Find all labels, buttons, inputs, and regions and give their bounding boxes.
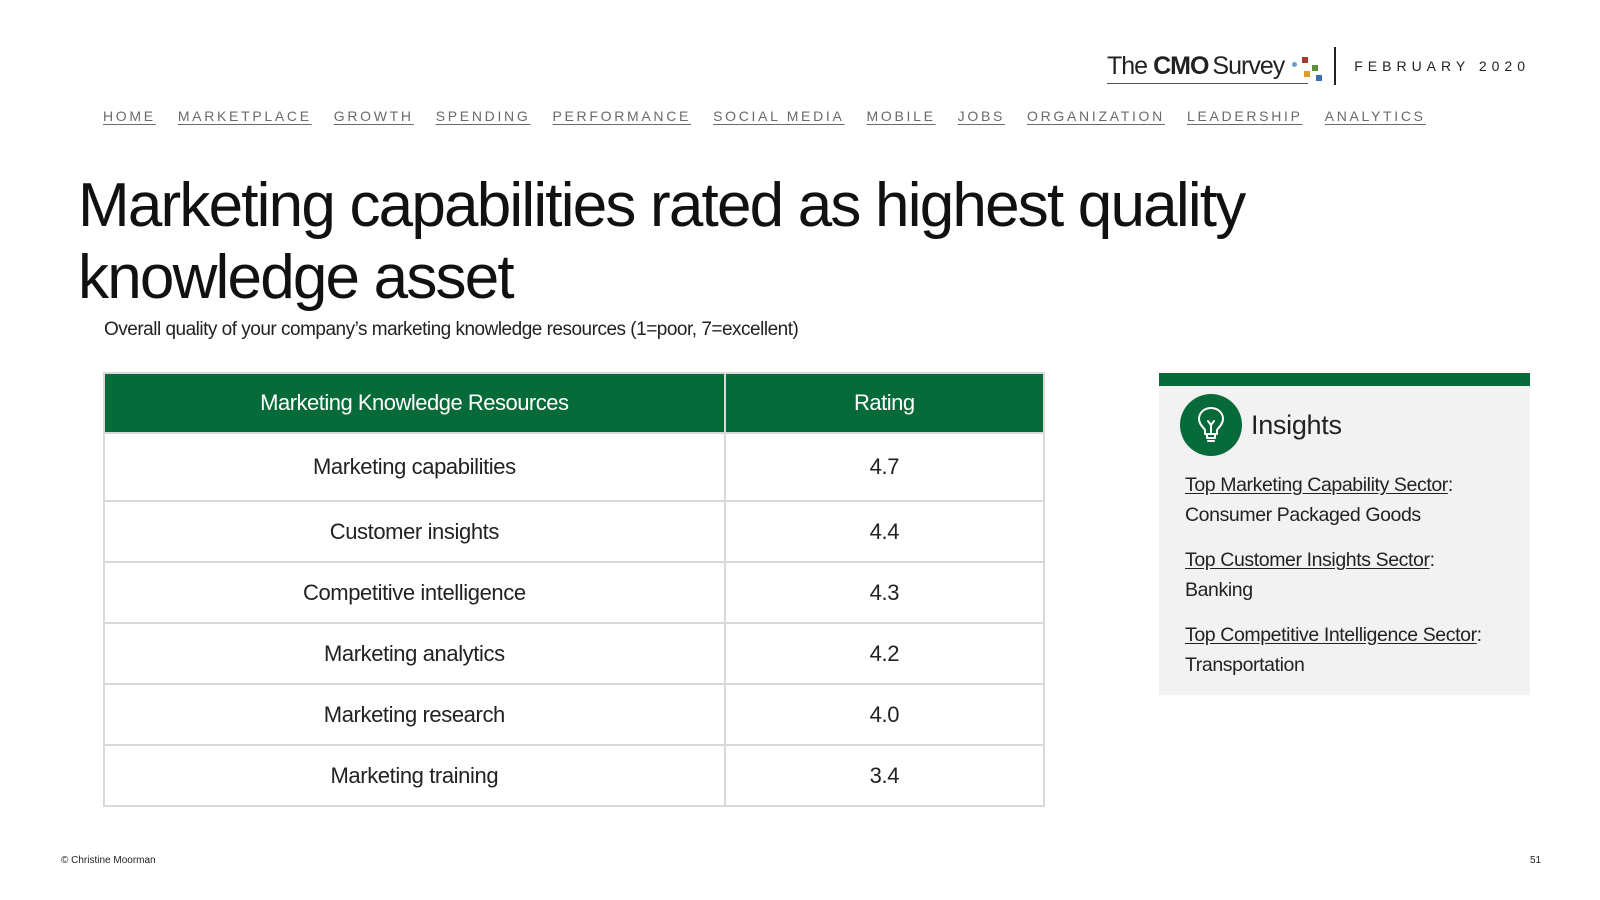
insight-item: Top Competitive Intelligence Sector: Tra… xyxy=(1185,620,1530,680)
rating-cell: 4.7 xyxy=(723,432,1046,502)
logo-dot xyxy=(1292,61,1298,67)
insight-colon: : xyxy=(1429,549,1435,571)
knowledge-resources-table: Marketing Knowledge Resources Rating Mar… xyxy=(103,372,1046,807)
insights-list: Top Marketing Capability Sector: Consume… xyxy=(1185,470,1530,680)
insight-item: Top Customer Insights Sector: Banking xyxy=(1185,545,1530,605)
logo-cmo: CMO xyxy=(1153,51,1209,80)
lightbulb-icon xyxy=(1180,394,1242,456)
insight-label: Top Competitive Intelligence Sector xyxy=(1185,624,1477,646)
nav-growth[interactable]: GROWTH xyxy=(333,108,414,124)
resource-cell: Marketing training xyxy=(103,744,726,807)
logo-underline xyxy=(1107,82,1309,84)
page-number: 51 xyxy=(1530,855,1542,866)
rating-cell: 4.0 xyxy=(723,683,1046,746)
resource-cell: Marketing research xyxy=(103,683,726,746)
resource-cell: Marketing capabilities xyxy=(103,432,726,502)
resource-cell: Customer insights xyxy=(103,500,726,563)
brand-header: The CMO Survey FEBRUARY 2020 xyxy=(1107,46,1530,86)
insight-colon: : xyxy=(1447,474,1453,496)
column-header-resource: Marketing Knowledge Resources xyxy=(103,372,726,434)
rating-cell: 4.3 xyxy=(723,561,1046,624)
report-date: FEBRUARY 2020 xyxy=(1354,58,1530,74)
nav-organization[interactable]: ORGANIZATION xyxy=(1027,108,1165,124)
nav-mobile[interactable]: MOBILE xyxy=(866,108,936,124)
nav-leadership[interactable]: LEADERSHIP xyxy=(1186,108,1303,124)
cmo-survey-logo: The CMO Survey xyxy=(1107,51,1326,84)
logo-dot xyxy=(1316,74,1323,81)
copyright-footer: © Christine Moorman xyxy=(61,855,156,866)
column-header-rating: Rating xyxy=(723,372,1046,434)
table-row: Customer insights 4.4 xyxy=(103,500,1046,563)
insights-accent-bar xyxy=(1159,373,1530,386)
table-row: Competitive intelligence 4.3 xyxy=(103,561,1046,624)
nav-analytics[interactable]: ANALYTICS xyxy=(1324,108,1426,124)
nav-spending[interactable]: SPENDING xyxy=(435,108,531,124)
resource-cell: Marketing analytics xyxy=(103,622,726,685)
nav-jobs[interactable]: JOBS xyxy=(957,108,1006,124)
logo-dots-icon xyxy=(1290,54,1326,82)
insight-item: Top Marketing Capability Sector: Consume… xyxy=(1185,470,1530,530)
rating-cell: 4.2 xyxy=(723,622,1046,685)
header-divider xyxy=(1334,47,1337,85)
insights-header: Insights xyxy=(1180,394,1530,456)
insights-title: Insights xyxy=(1251,409,1342,440)
table-row: Marketing training 3.4 xyxy=(103,744,1046,807)
nav-home[interactable]: HOME xyxy=(103,108,156,124)
logo-the: The xyxy=(1107,51,1148,80)
logo-dot xyxy=(1312,64,1319,71)
logo-survey: Survey xyxy=(1212,51,1285,80)
nav-marketplace[interactable]: MARKETPLACE xyxy=(177,108,312,124)
top-nav: HOME MARKETPLACE GROWTH SPENDING PERFORM… xyxy=(103,108,1448,124)
page-title: Marketing capabilities rated as highest … xyxy=(78,171,1246,312)
insight-value: Banking xyxy=(1185,579,1253,601)
nav-social-media[interactable]: SOCIAL MEDIA xyxy=(713,108,845,124)
nav-performance[interactable]: PERFORMANCE xyxy=(552,108,692,124)
insights-panel: Insights Top Marketing Capability Sector… xyxy=(1159,373,1530,695)
table-row: Marketing capabilities 4.7 xyxy=(103,432,1046,502)
insight-label: Top Customer Insights Sector xyxy=(1185,549,1430,571)
logo-dot xyxy=(1302,56,1309,63)
resource-cell: Competitive intelligence xyxy=(103,561,726,624)
insight-value: Consumer Packaged Goods xyxy=(1185,504,1421,526)
rating-cell: 3.4 xyxy=(723,744,1046,807)
insight-value: Transportation xyxy=(1185,654,1305,676)
table-header-row: Marketing Knowledge Resources Rating xyxy=(103,372,1046,434)
insight-colon: : xyxy=(1476,624,1482,646)
table-row: Marketing analytics 4.2 xyxy=(103,622,1046,685)
page-subtitle: Overall quality of your company’s market… xyxy=(104,319,799,340)
table-row: Marketing research 4.0 xyxy=(103,683,1046,746)
logo-dot xyxy=(1304,70,1311,77)
insight-label: Top Marketing Capability Sector xyxy=(1185,474,1448,496)
rating-cell: 4.4 xyxy=(723,500,1046,563)
